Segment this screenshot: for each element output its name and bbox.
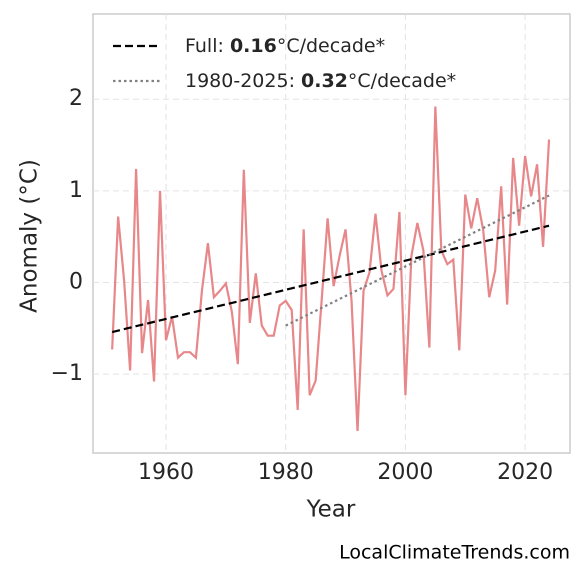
series-line — [111, 106, 551, 432]
legend-label-part: 1980-2025: — [185, 70, 301, 92]
legend-label-part: Full: — [185, 35, 230, 57]
legend-label-part: °C/decade* — [277, 35, 385, 57]
y-tick-label: 2 — [69, 86, 83, 111]
legend-label-part: 0.16 — [230, 35, 277, 57]
x-tick-label: 1960 — [138, 460, 194, 485]
legend-label: Full: 0.16°C/decade* — [185, 35, 385, 57]
x-tick-label: 2020 — [497, 460, 553, 485]
x-tick-label: 2000 — [377, 460, 433, 485]
x-axis-label: Year — [306, 497, 356, 523]
legend-label: 1980-2025: 0.32°C/decade* — [185, 70, 456, 92]
y-tick-label: −1 — [51, 361, 83, 386]
x-tick-label: 1980 — [258, 460, 314, 485]
legend-label-part: °C/decade* — [348, 70, 456, 92]
legend-label-part: 0.32 — [301, 70, 348, 92]
series-line — [111, 224, 550, 334]
y-tick-label: 1 — [69, 178, 83, 203]
source-note: LocalClimateTrends.com — [339, 542, 570, 564]
plot-frame — [92, 13, 571, 454]
y-tick-label: 0 — [69, 270, 83, 295]
y-axis-label: Anomaly (°C) — [17, 159, 43, 313]
